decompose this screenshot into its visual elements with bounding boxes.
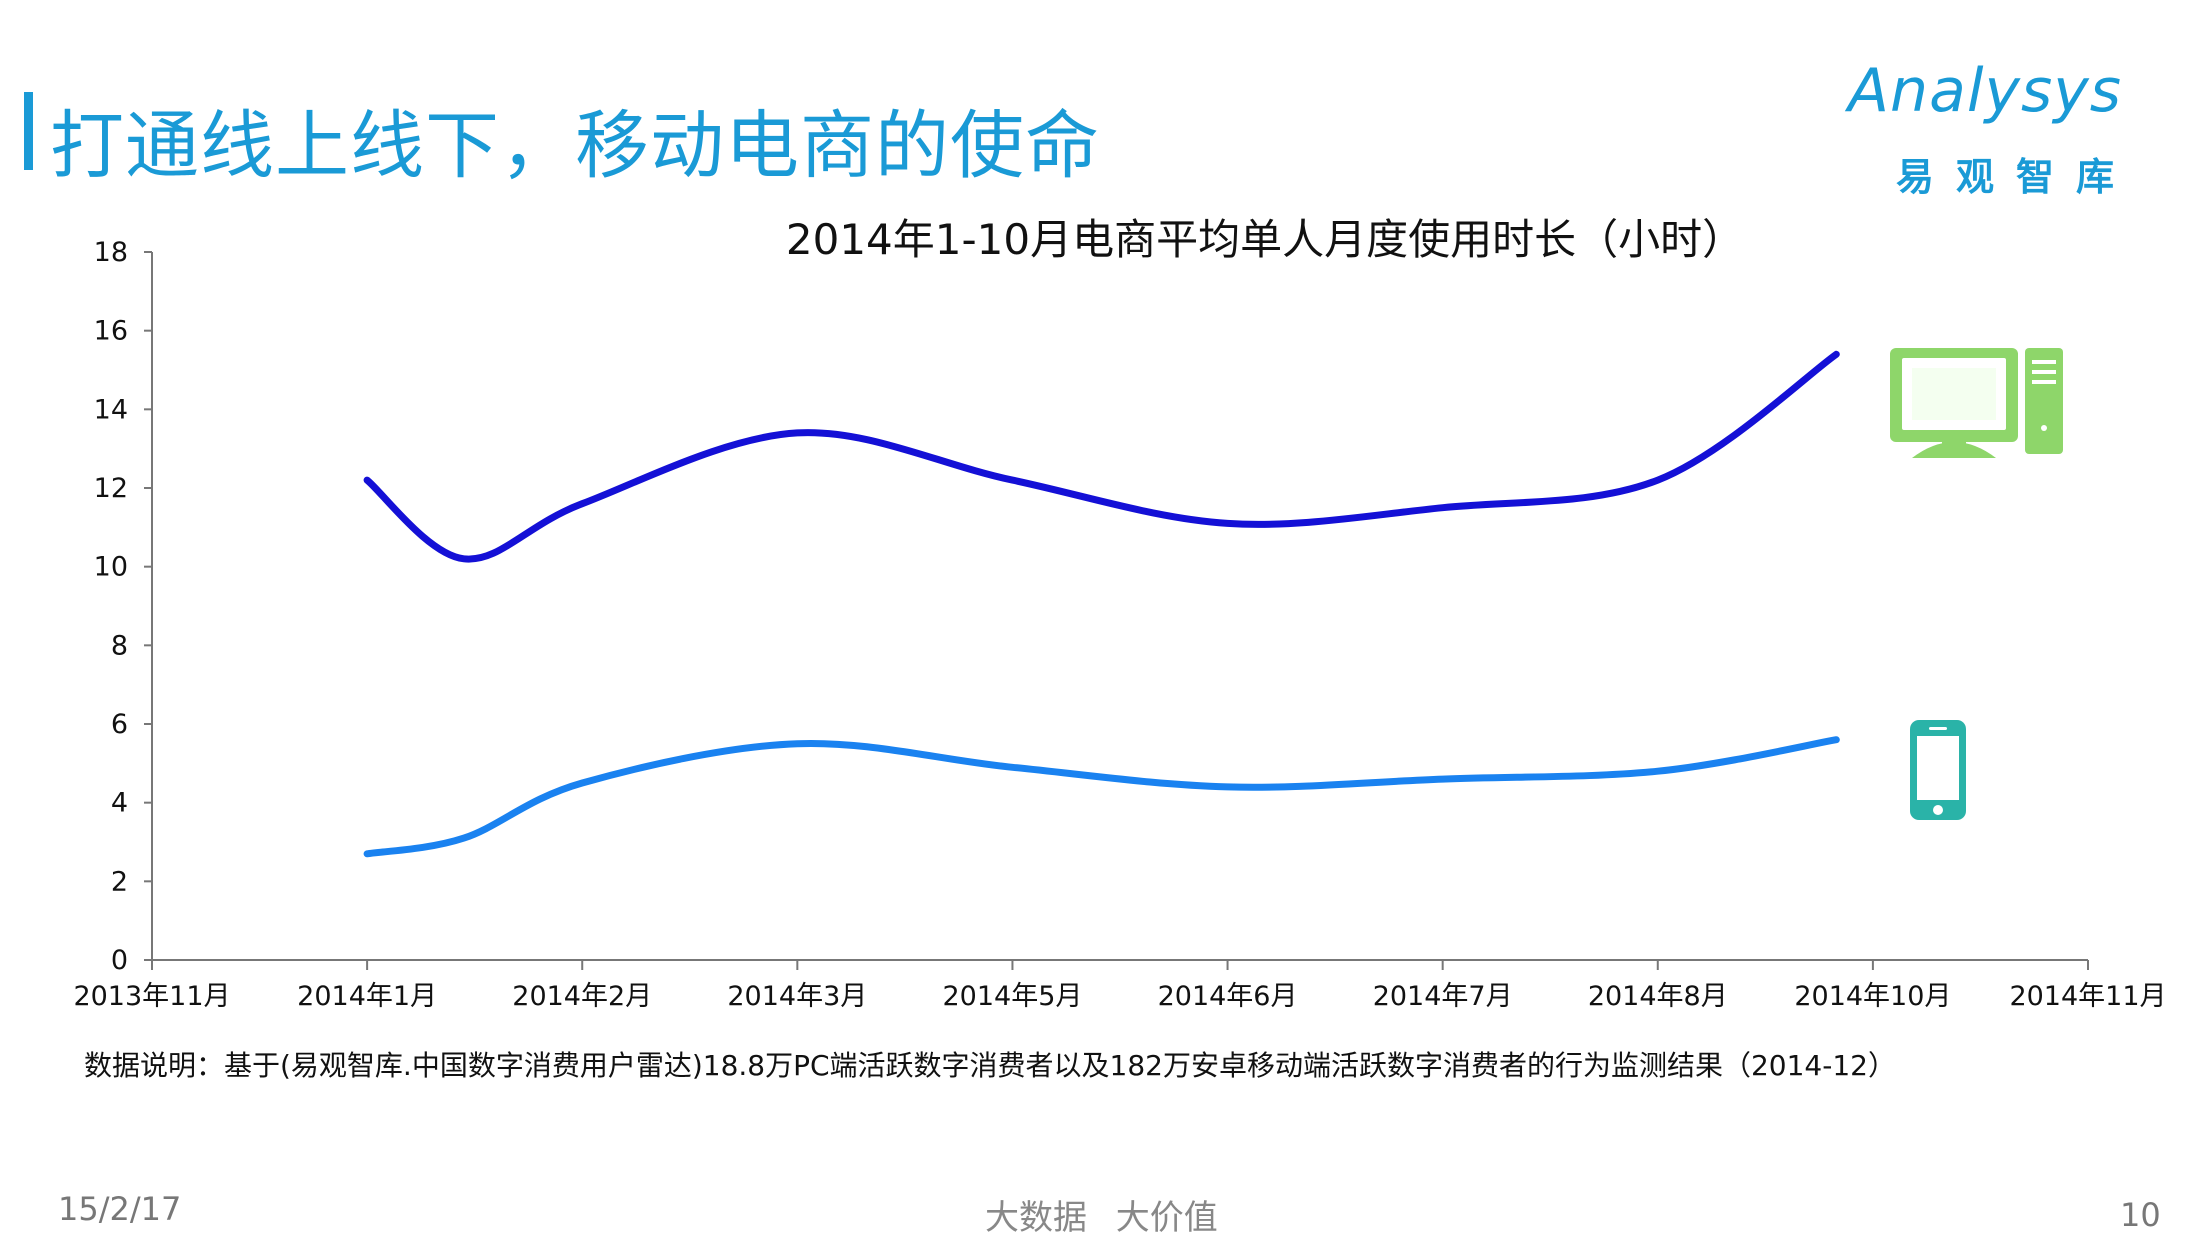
brand-logo-subtitle: 易观智库: [1896, 155, 2137, 199]
x-tick-label: 2014年2月: [512, 981, 652, 1012]
x-tick-label: 2014年7月: [1373, 981, 1513, 1012]
smartphone-icon: [1910, 720, 1966, 820]
series-line-pc: [363, 350, 1840, 563]
chart-axes: 0 2 4 6 8 10 12 14 16 18 2013年11月 2014年1月 2014年2月 201…: [73, 237, 2166, 1012]
x-tick-label: 2014年3月: [727, 981, 867, 1012]
title-accent-bar: [24, 92, 33, 170]
y-tick-label: 8: [111, 630, 128, 661]
x-tick-label: 2014年8月: [1588, 981, 1728, 1012]
y-tick-label: 18: [94, 237, 128, 268]
data-source-note: 数据说明：基于(易观智库.中国数字消费用户雷达)18.8万PC端活跃数字消费者以…: [84, 1049, 1896, 1082]
chart-series: [363, 350, 1840, 858]
brand-logo: Analysys: [1848, 56, 2123, 126]
x-tick-label: 2014年1月: [297, 981, 437, 1012]
y-tick-label: 2: [111, 866, 128, 897]
x-tick-label: 2014年10月: [1794, 981, 1951, 1012]
x-tick-label: 2014年5月: [942, 981, 1082, 1012]
y-tick-label: 16: [94, 316, 128, 347]
y-tick-label: 12: [94, 473, 128, 504]
x-tick-label: 2014年6月: [1158, 981, 1298, 1012]
series-line-mobile: [363, 736, 1840, 858]
chart-title: 2014年1-10月电商平均单人月度使用时长（小时）: [785, 215, 1745, 264]
page-number: 10: [2120, 1196, 2161, 1234]
page-title: 打通线上线下，移动电商的使命: [50, 103, 1100, 189]
desktop-computer-icon: [1890, 348, 2063, 458]
x-tick-label: 2013年11月: [73, 981, 230, 1012]
y-tick-label: 6: [111, 709, 128, 740]
y-tick-label: 14: [94, 394, 128, 425]
y-tick-label: 4: [111, 788, 128, 819]
x-tick-label: 2014年11月: [2009, 981, 2166, 1012]
footer-slogan: 大数据 大价值: [985, 1198, 1218, 1238]
y-tick-label: 0: [111, 945, 128, 976]
y-tick-label: 10: [94, 552, 128, 583]
footer-date: 15/2/17: [58, 1190, 182, 1228]
